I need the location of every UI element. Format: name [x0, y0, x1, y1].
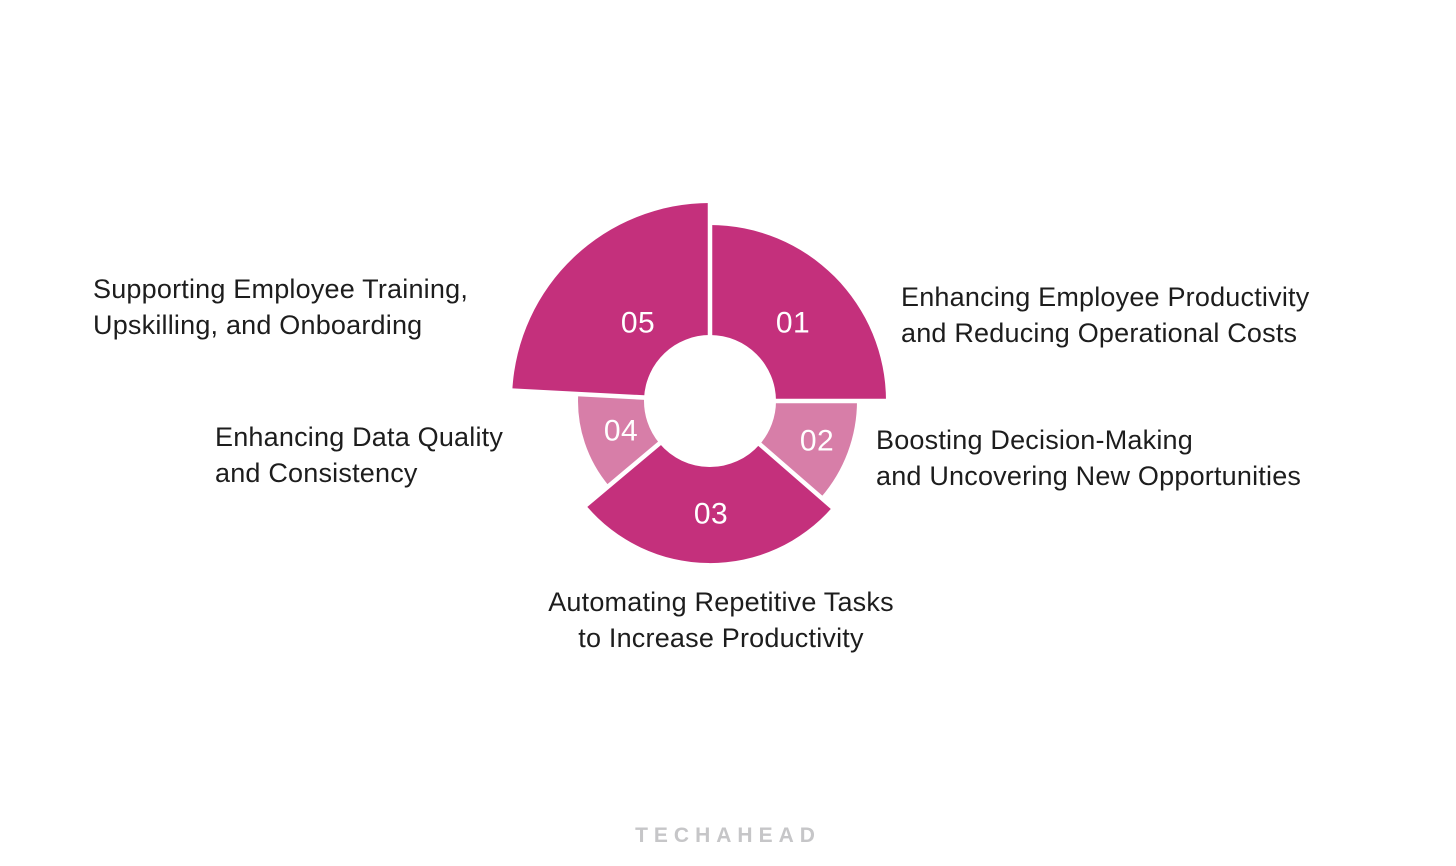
- segment-04-label: Enhancing Data Quality and Consistency: [215, 419, 503, 491]
- segment-05-number: 05: [621, 307, 655, 340]
- segment-02-label: Boosting Decision-Making and Uncovering …: [876, 422, 1301, 494]
- segment-01-label: Enhancing Employee Productivity and Redu…: [901, 279, 1309, 351]
- techahead-watermark-logo: TECHAHEAD: [635, 824, 821, 847]
- segment-03-label-line2: to Increase Productivity: [578, 623, 864, 653]
- segment-04-label-line2: and Consistency: [215, 458, 418, 488]
- divider-03-04: [578, 399, 712, 513]
- segment-04-label-line1: Enhancing Data Quality: [215, 422, 504, 452]
- segment-01-label-line2: and Reducing Operational Costs: [901, 318, 1298, 348]
- segment-05-wedge: [512, 203, 710, 398]
- segment-02-label-line1: Boosting Decision-Making: [876, 425, 1193, 455]
- segment-dividers: [506, 197, 892, 515]
- segment-04-number: 04: [604, 415, 638, 448]
- segment-03-label-line1: Automating Repetitive Tasks: [548, 587, 894, 617]
- segment-05-label-line1: Supporting Employee Training,: [93, 274, 469, 304]
- divider-04-05: [506, 388, 711, 404]
- segment-05-label-line2: Upskilling, and Onboarding: [93, 310, 423, 340]
- segment-03-wedge: [585, 443, 833, 564]
- segment-02-label-line2: and Uncovering New Opportunities: [876, 461, 1302, 491]
- segment-01-wedge: [710, 225, 886, 401]
- segment-01-label-line1: Enhancing Employee Productivity: [901, 282, 1310, 312]
- segment-02-wedge: [759, 401, 857, 498]
- segment-03-number: 03: [694, 498, 728, 531]
- segment-05-label: Supporting Employee Training, Upskilling…: [93, 271, 468, 343]
- segment-02-number: 02: [800, 425, 834, 458]
- segment-04-wedge: [578, 394, 660, 486]
- segment-03-label: Automating Repetitive Tasks to Increase …: [548, 584, 894, 656]
- divider-02-03: [708, 399, 840, 515]
- segment-01-number: 01: [776, 307, 810, 340]
